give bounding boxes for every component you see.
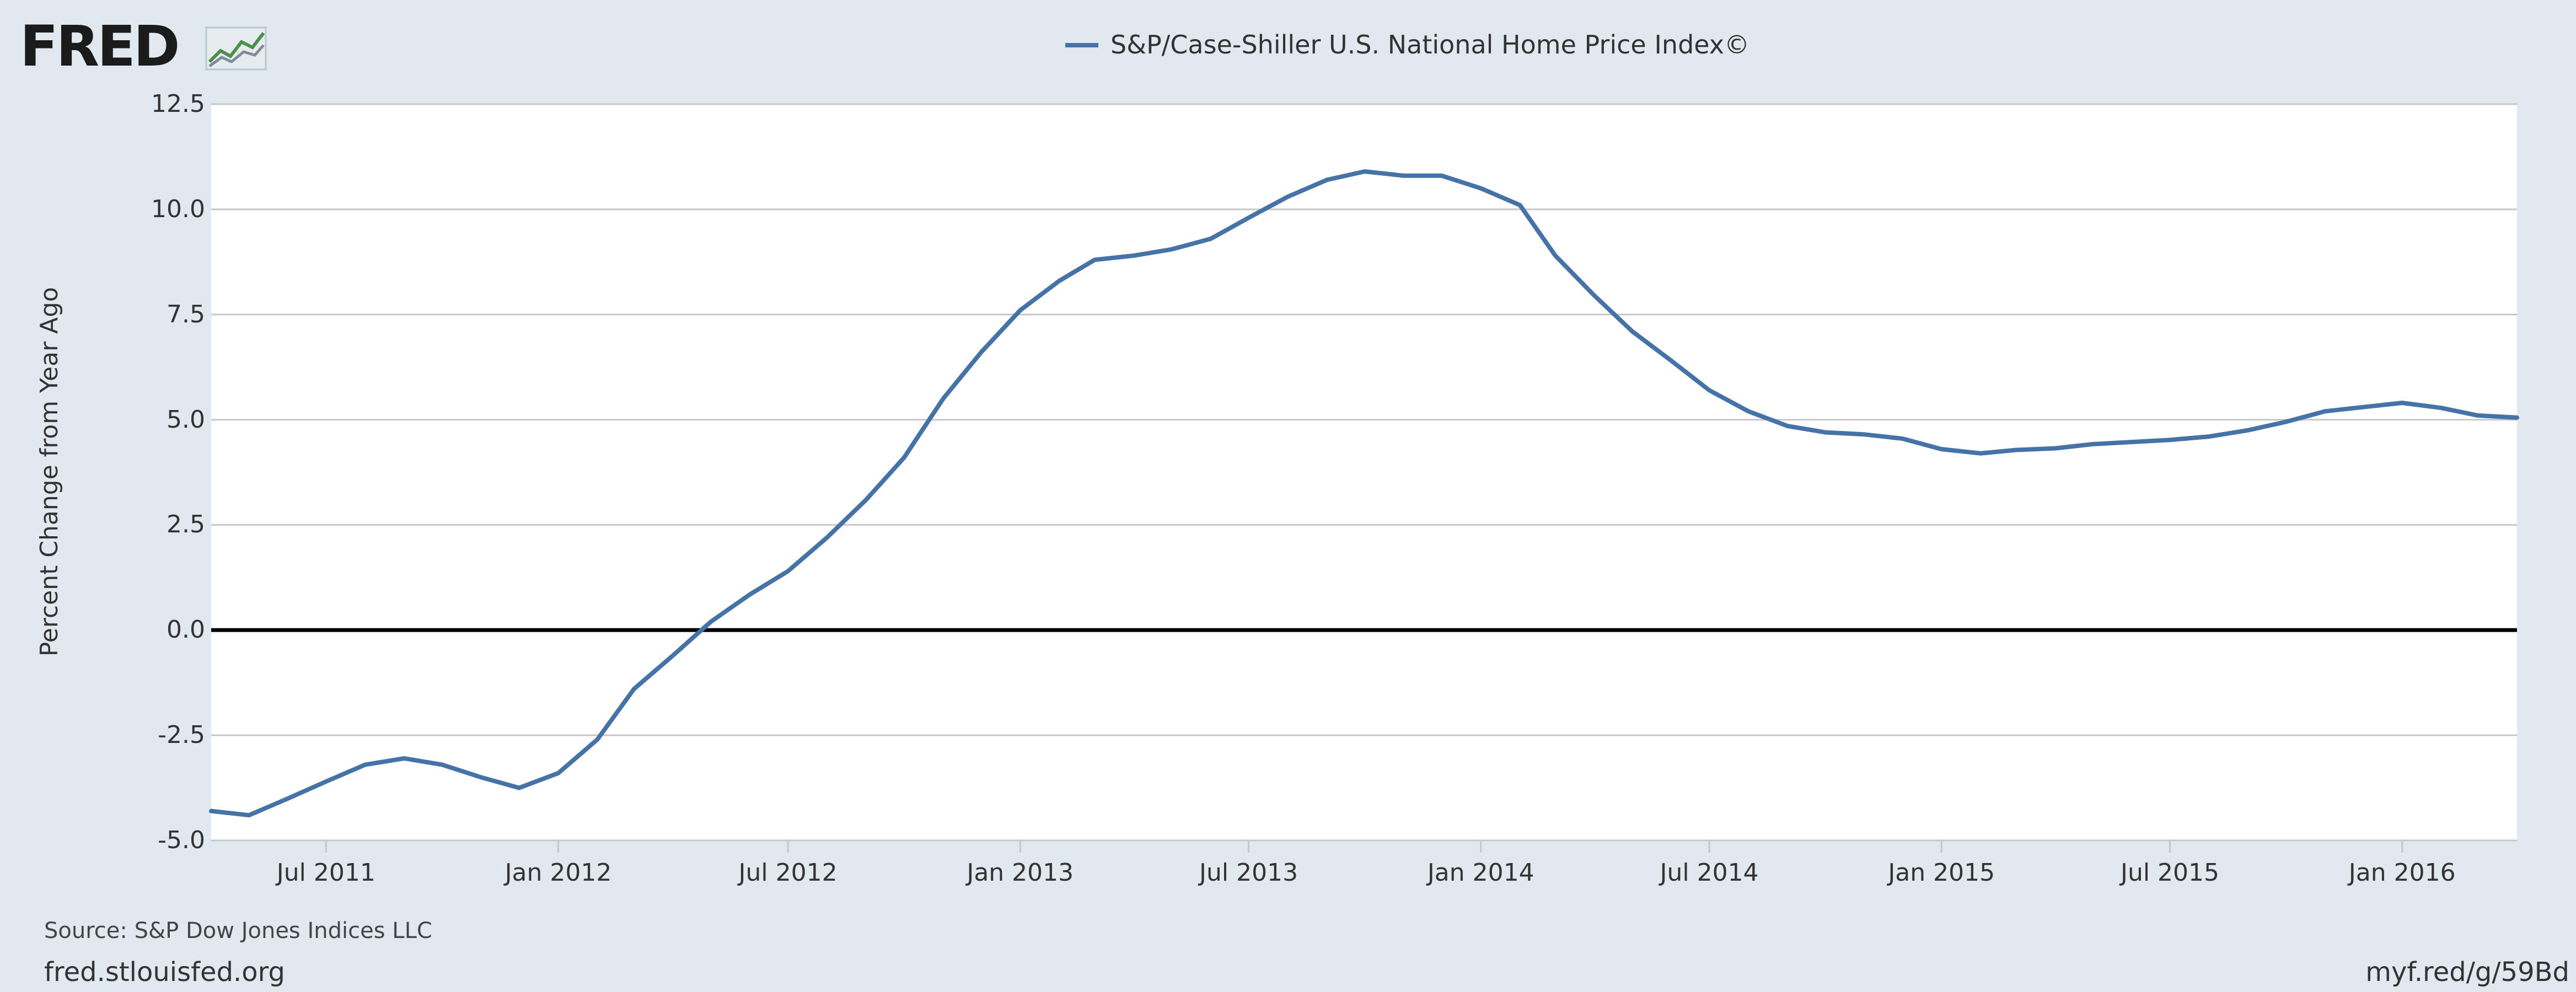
y-axis-ticks: 12.5 10.0 7.5 5.0 2.5 0.0 -2.5 -5.0 <box>151 90 205 854</box>
y-tick-label: 2.5 <box>167 510 205 538</box>
x-tick-label: Jul 2013 <box>1198 859 1298 887</box>
x-tick-label: Jan 2012 <box>503 859 612 887</box>
short-link[interactable]: myf.red/g/59Bd <box>2365 957 2569 988</box>
source-note: Source: S&P Dow Jones Indices LLC <box>44 918 432 944</box>
site-link[interactable]: fred.stlouisfed.org <box>44 957 286 988</box>
y-tick-label: 12.5 <box>151 90 205 118</box>
fred-logo-text: FRED <box>20 14 180 79</box>
x-tick-label: Jul 2011 <box>275 859 375 887</box>
fred-chart-logo-icon <box>205 26 267 71</box>
y-tick-label: 0.0 <box>167 616 205 644</box>
fred-logo[interactable]: FRED <box>20 14 267 79</box>
y-tick-label: -5.0 <box>158 826 205 854</box>
y-tick-label: 10.0 <box>151 195 205 223</box>
x-tick-label: Jul 2014 <box>1659 859 1759 887</box>
y-tick-label: 7.5 <box>167 300 205 328</box>
y-tick-label: -2.5 <box>158 721 205 749</box>
y-tick-label: 5.0 <box>167 406 205 434</box>
y-axis-title-group: Percent Change from Year Ago <box>35 287 63 656</box>
x-tick-label: Jan 2013 <box>965 859 1074 887</box>
legend-label: S&P/Case-Shiller U.S. National Home Pric… <box>1110 30 1749 60</box>
x-tick-marks <box>325 840 2403 853</box>
x-tick-label: Jul 2012 <box>737 859 838 887</box>
x-tick-label: Jan 2016 <box>2347 859 2456 887</box>
series-line-case-shiller <box>209 169 2519 818</box>
plot-area <box>211 104 2517 840</box>
x-tick-label: Jul 2015 <box>2119 859 2219 887</box>
y-axis-title: Percent Change from Year Ago <box>35 287 63 656</box>
x-tick-label: Jan 2015 <box>1886 859 1995 887</box>
x-tick-label: Jan 2014 <box>1426 859 1534 887</box>
legend: S&P/Case-Shiller U.S. National Home Pric… <box>1065 30 1749 60</box>
x-axis-ticks: Jul 2011 Jan 2012 Jul 2012 Jan 2013 Jul … <box>275 859 2456 887</box>
